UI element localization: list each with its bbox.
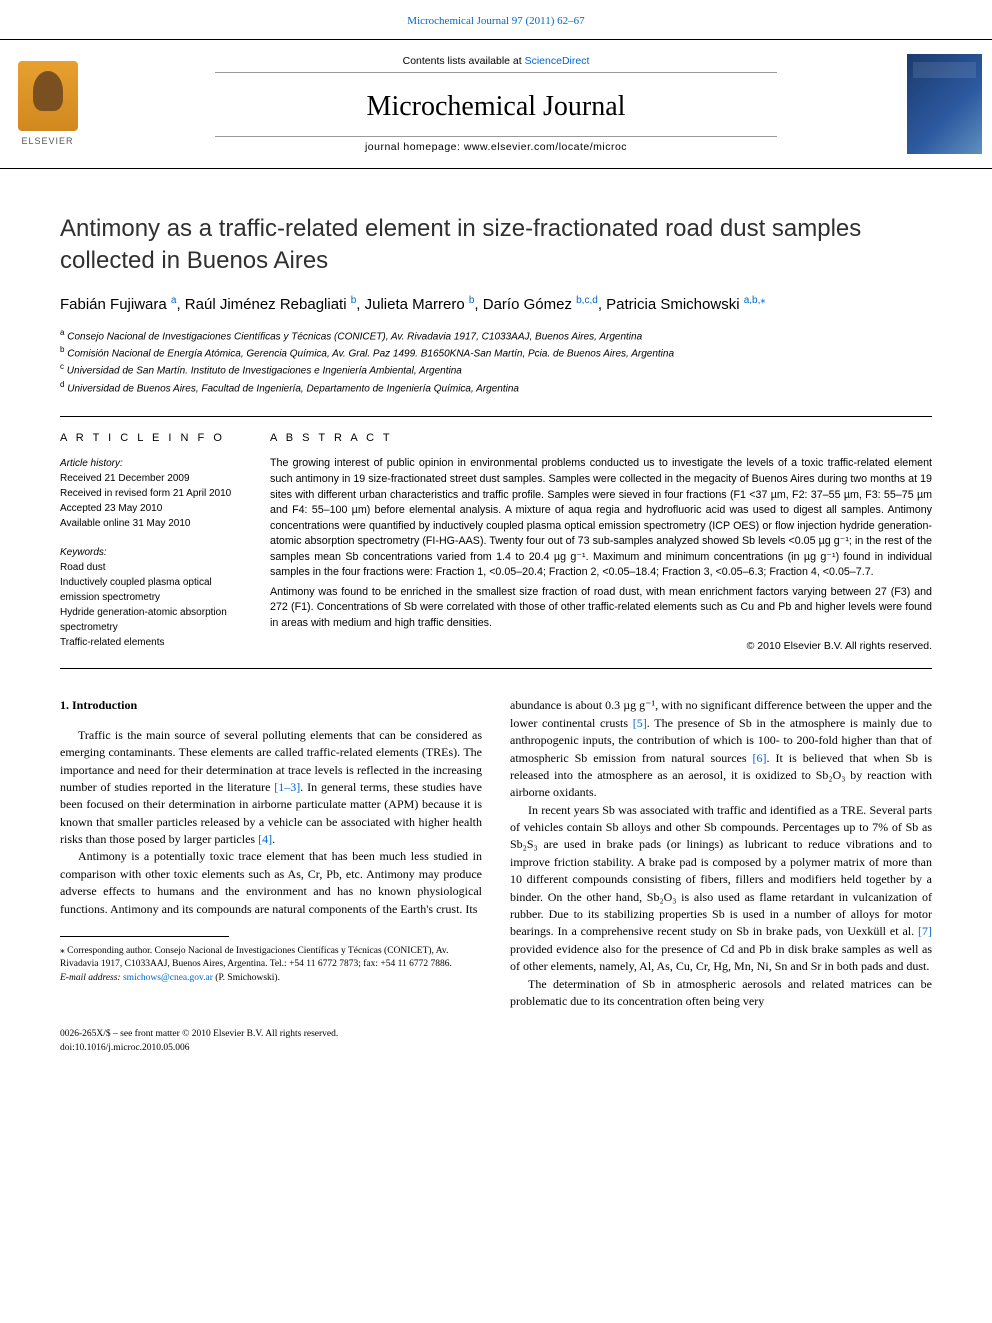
journal-homepage: journal homepage: www.elsevier.com/locat… <box>215 136 776 155</box>
affil-text: Universidad de Buenos Aires, Facultad de… <box>67 383 519 394</box>
affil-label: c <box>60 362 64 371</box>
author-affref[interactable]: b <box>469 295 475 306</box>
body-text: provided evidence also for the presence … <box>510 942 932 973</box>
footer: 0026-265X/$ – see front matter © 2010 El… <box>60 1028 932 1055</box>
contents-line: Contents lists available at ScienceDirec… <box>215 54 776 73</box>
affiliation: d Universidad de Buenos Aires, Facultad … <box>60 379 932 396</box>
sciencedirect-link[interactable]: ScienceDirect <box>525 55 590 67</box>
contents-prefix: Contents lists available at <box>403 55 525 67</box>
keywords-block: Keywords: Road dust Inductively coupled … <box>60 545 246 650</box>
publisher-logo: ELSEVIER <box>0 40 95 168</box>
citation-link[interactable]: Microchemical Journal 97 (2011) 62–67 <box>407 15 584 27</box>
body-paragraph: Traffic is the main source of several po… <box>60 727 482 849</box>
banner-center: Contents lists available at ScienceDirec… <box>95 40 897 168</box>
article-info-column: A R T I C L E I N F O Article history: R… <box>60 431 270 654</box>
email-label: E-mail address: <box>60 973 123 983</box>
affil-label: a <box>60 328 64 337</box>
article-info-head: A R T I C L E I N F O <box>60 431 246 446</box>
citation-header: Microchemical Journal 97 (2011) 62–67 <box>0 0 992 39</box>
citation-ref-link[interactable]: [6] <box>753 751 767 765</box>
abstract-head: A B S T R A C T <box>270 431 932 446</box>
affiliation: a Consejo Nacional de Investigaciones Ci… <box>60 327 932 344</box>
article-title: Antimony as a traffic-related element in… <box>60 213 932 275</box>
body-text: In recent years Sb was associated with t… <box>510 803 932 939</box>
issn-line: 0026-265X/$ – see front matter © 2010 El… <box>60 1028 932 1041</box>
citation-ref-link[interactable]: [4] <box>258 832 272 846</box>
email-paren: (P. Smichowski). <box>213 973 280 983</box>
cover-thumbnail-icon <box>907 54 982 154</box>
history-label: Article history: <box>60 456 246 471</box>
article-meta: A R T I C L E I N F O Article history: R… <box>60 416 932 669</box>
keywords-label: Keywords: <box>60 545 246 560</box>
abstract-para: The growing interest of public opinion i… <box>270 456 932 580</box>
body-paragraph: The determination of Sb in atmospheric a… <box>510 976 932 1011</box>
author-name: Patricia Smichowski <box>606 296 739 313</box>
affil-label: d <box>60 380 64 389</box>
body-paragraph: In recent years Sb was associated with t… <box>510 802 932 976</box>
author-name: Julieta Marrero <box>365 296 465 313</box>
footnote-email-line: E-mail address: smichows@cnea.gov.ar (P.… <box>60 972 482 985</box>
keyword: Road dust <box>60 560 246 575</box>
author-name: Fabián Fujiwara <box>60 296 167 313</box>
citation-ref-link[interactable]: [1–3] <box>274 780 300 794</box>
history-block: Article history: Received 21 December 20… <box>60 456 246 531</box>
email-link[interactable]: smichows@cnea.gov.ar <box>123 973 213 983</box>
author-name: Raúl Jiménez Rebagliati <box>185 296 347 313</box>
body-paragraph: Antimony is a potentially toxic trace el… <box>60 848 482 918</box>
corresponding-author-footnote: ⁎ Corresponding author. Consejo Nacional… <box>60 945 482 985</box>
doi-line: doi:10.1016/j.microc.2010.05.006 <box>60 1042 932 1055</box>
author-affref[interactable]: b,c,d <box>576 295 598 306</box>
journal-cover <box>897 40 992 168</box>
author-affref[interactable]: a <box>171 295 177 306</box>
author-affref[interactable]: a,b, <box>744 295 761 306</box>
citation-ref-link[interactable]: [7] <box>918 924 932 938</box>
history-item: Available online 31 May 2010 <box>60 516 246 531</box>
affil-text: Comisión Nacional de Energía Atómica, Ge… <box>67 348 674 359</box>
footnote-text: ⁎ Corresponding author. Consejo Nacional… <box>60 945 482 972</box>
body-column-left: 1. Introduction Traffic is the main sour… <box>60 697 482 1010</box>
author-name: Darío Gómez <box>483 296 572 313</box>
abstract-column: A B S T R A C T The growing interest of … <box>270 431 932 654</box>
affil-text: Consejo Nacional de Investigaciones Cien… <box>67 331 642 342</box>
author-affref[interactable]: b <box>351 295 357 306</box>
footnote-separator <box>60 936 229 937</box>
abstract-text: The growing interest of public opinion i… <box>270 456 932 654</box>
body-paragraph: abundance is about 0.3 µg g⁻¹, with no s… <box>510 697 932 801</box>
citation-ref-link[interactable]: [5] <box>633 716 647 730</box>
history-item: Accepted 23 May 2010 <box>60 501 246 516</box>
affiliation: b Comisión Nacional de Energía Atómica, … <box>60 344 932 361</box>
body-text: . <box>272 832 275 846</box>
affil-label: b <box>60 345 64 354</box>
keyword: Hydride generation-atomic absorption spe… <box>60 605 246 635</box>
history-item: Received 21 December 2009 <box>60 471 246 486</box>
elsevier-tree-icon <box>18 61 78 131</box>
keyword: Traffic-related elements <box>60 635 246 650</box>
body-columns: 1. Introduction Traffic is the main sour… <box>60 697 932 1010</box>
abstract-para: Antimony was found to be enriched in the… <box>270 585 932 632</box>
affiliations: a Consejo Nacional de Investigaciones Ci… <box>60 327 932 396</box>
publisher-name: ELSEVIER <box>21 135 73 148</box>
body-column-right: abundance is about 0.3 µg g⁻¹, with no s… <box>510 697 932 1010</box>
keyword: Inductively coupled plasma optical emiss… <box>60 575 246 605</box>
journal-banner: ELSEVIER Contents lists available at Sci… <box>0 39 992 169</box>
history-item: Received in revised form 21 April 2010 <box>60 486 246 501</box>
abstract-copyright: © 2010 Elsevier B.V. All rights reserved… <box>270 639 932 654</box>
introduction-heading: 1. Introduction <box>60 697 482 714</box>
corresponding-author-mark[interactable]: ⁎ <box>760 295 765 306</box>
journal-title: Microchemical Journal <box>367 87 626 126</box>
authors-line: Fabián Fujiwara a, Raúl Jiménez Rebaglia… <box>60 294 932 315</box>
affil-text: Universidad de San Martín. Instituto de … <box>67 366 462 377</box>
affiliation: c Universidad de San Martín. Instituto d… <box>60 361 932 378</box>
